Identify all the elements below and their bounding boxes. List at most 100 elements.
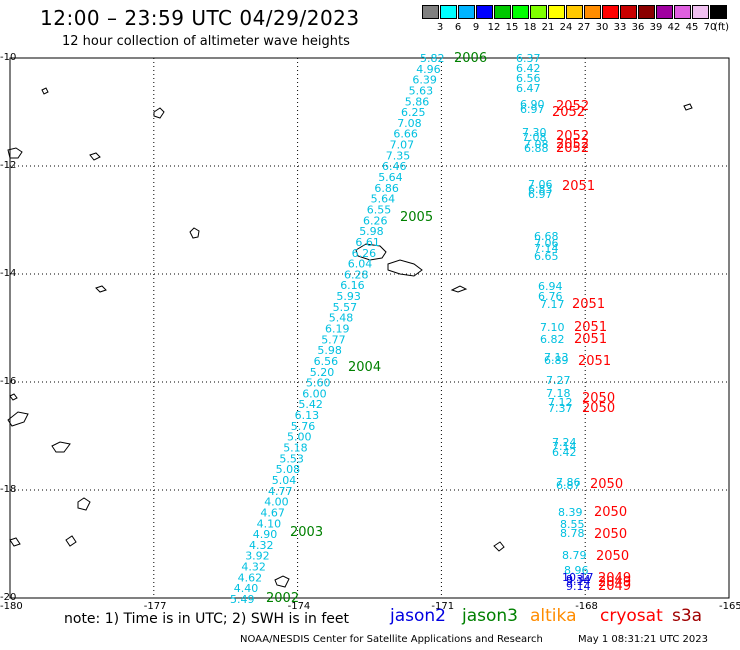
cryosat-wave-height-value: 7.10 (540, 321, 565, 334)
color-scale-label: 30 (595, 22, 609, 33)
cryosat-wave-height-value: 6.89 (544, 354, 569, 367)
jason3-wave-height-value: 3.92 (245, 550, 270, 563)
cryosat-wave-height-value: 8.78 (560, 527, 585, 540)
color-scale-label: 9 (472, 22, 480, 33)
island-coastline (683, 103, 693, 111)
color-scale-label: 36 (631, 22, 645, 33)
jason3-wave-height-value: 4.77 (268, 485, 293, 498)
cryosat-wave-height-value: 6.82 (540, 333, 565, 346)
color-scale-label: 15 (505, 22, 519, 33)
cryosat-wave-height-value: 7.14 (534, 242, 559, 255)
island-coastline (493, 541, 505, 552)
color-scale-swatch (476, 5, 493, 19)
cryosat-wave-height-value: 7.14 (552, 440, 577, 453)
legend-item-jason3: jason3 (462, 606, 518, 626)
jason3-wave-height-value: 4.00 (264, 496, 289, 509)
jason3-pass-time-label: 2005 (400, 210, 433, 225)
jason3-wave-height-value: 5.76 (291, 420, 316, 433)
cryosat-wave-height-value: 9.14 (566, 575, 591, 588)
latitude-tick-label: -16 (0, 376, 17, 387)
color-scale-swatch (638, 5, 655, 19)
color-scale-swatch (422, 5, 439, 19)
color-scale-swatch (620, 5, 637, 19)
cryosat-pass-time-label: 2049 (598, 579, 631, 594)
latitude-tick-label: -10 (0, 52, 17, 63)
cryosat-wave-height-value: 7.13 (544, 351, 569, 364)
cryosat-wave-height-value: 6.97 (528, 188, 553, 201)
cryosat-wave-height-value: 7.12 (548, 396, 573, 409)
island-coastline (450, 285, 468, 293)
color-scale-unit: (ft) (714, 22, 730, 33)
cryosat-pass-time-label: 2051 (562, 179, 595, 194)
island-coastline (51, 441, 71, 453)
jason3-wave-height-value: 6.26 (352, 247, 377, 260)
color-scale-swatch (692, 5, 709, 19)
jason3-wave-height-value: 6.39 (412, 74, 437, 87)
color-scale-swatch (710, 5, 727, 19)
cryosat-wave-height-value: 6.37 (516, 52, 541, 65)
longitude-tick-label: -171 (431, 601, 455, 612)
longitude-tick-label: -168 (575, 601, 598, 612)
jason3-wave-height-value: 6.56 (314, 355, 339, 368)
jason3-wave-height-value: 5.93 (336, 290, 361, 303)
jason3-wave-height-value: 5.64 (371, 193, 396, 206)
color-scale-swatch (548, 5, 565, 19)
cryosat-pass-time-label: 2049 (598, 575, 631, 590)
jason3-wave-height-value: 5.64 (378, 171, 403, 184)
map-frame (9, 57, 730, 599)
jason3-wave-height-value: 4.40 (234, 582, 258, 595)
color-scale-label: 27 (577, 22, 591, 33)
cryosat-wave-height-value: 7.06 (534, 237, 559, 250)
cryosat-pass-time-label: 2051 (574, 332, 607, 347)
jason3-wave-height-value: 5.42 (298, 398, 323, 411)
cryosat-wave-height-value: 8.96 (564, 564, 589, 577)
color-scale-label: 70 (703, 22, 717, 33)
cryosat-wave-height-value: 7.06 (528, 178, 553, 191)
cryosat-wave-height-value: 9.34 (566, 573, 591, 586)
jason3-wave-height-value: 6.28 (344, 268, 369, 281)
color-scale-swatch (584, 5, 601, 19)
cryosat-wave-height-value: 7.86 (556, 476, 581, 489)
island-coastline (7, 147, 23, 159)
cryosat-pass-time-label: 2050 (582, 401, 615, 416)
color-scale-swatch (566, 5, 583, 19)
island-coastline (89, 152, 101, 161)
cryosat-pass-time-label: 2050 (596, 549, 629, 564)
island-coastline (355, 243, 387, 261)
cryosat-pass-time-label: 2050 (594, 527, 627, 542)
color-scale-swatch (674, 5, 691, 19)
island-coastline (387, 259, 423, 277)
jason3-wave-height-value: 5.49 (230, 593, 255, 606)
jason3-wave-height-value: 5.04 (272, 474, 297, 487)
jason3-wave-height-value: 6.13 (295, 409, 320, 422)
jason3-wave-height-value: 5.82 (420, 52, 445, 65)
cryosat-wave-height-value: 8.39 (558, 506, 583, 519)
cryosat-wave-height-value: 6.65 (534, 250, 559, 263)
legend-item-jason2: jason2 (390, 606, 446, 626)
cryosat-pass-time-label: 2052 (556, 137, 589, 152)
jason3-wave-height-value: 6.25 (401, 106, 426, 119)
island-coastline (153, 107, 165, 119)
cryosat-wave-height-value: 7.30 (522, 126, 547, 139)
legend-item-cryosat: cryosat (600, 606, 663, 626)
cryosat-wave-height-value: 8.55 (560, 518, 585, 531)
color-scale-swatch (458, 5, 475, 19)
longitude-tick-label: -174 (287, 601, 311, 612)
cryosat-pass-time-label: 2050 (582, 391, 615, 406)
latitude-tick-label: -18 (0, 484, 17, 495)
jason3-wave-height-value: 6.26 (363, 214, 388, 227)
island-coastline (189, 227, 200, 239)
cryosat-wave-height-value: 6.42 (552, 446, 577, 459)
color-scale-swatch (512, 5, 529, 19)
longitude-tick-label: -165 (719, 601, 740, 612)
color-scale-label: 12 (487, 22, 501, 33)
color-scale-label: 6 (454, 22, 462, 33)
cryosat-pass-time-label: 2052 (556, 141, 589, 156)
cryosat-pass-time-label: 2050 (594, 505, 627, 520)
jason3-wave-height-value: 6.66 (393, 128, 418, 141)
color-scale-label: 42 (667, 22, 681, 33)
island-coastline (9, 537, 21, 547)
color-scale-swatch (440, 5, 457, 19)
jason3-pass-time-label: 2004 (348, 360, 381, 375)
